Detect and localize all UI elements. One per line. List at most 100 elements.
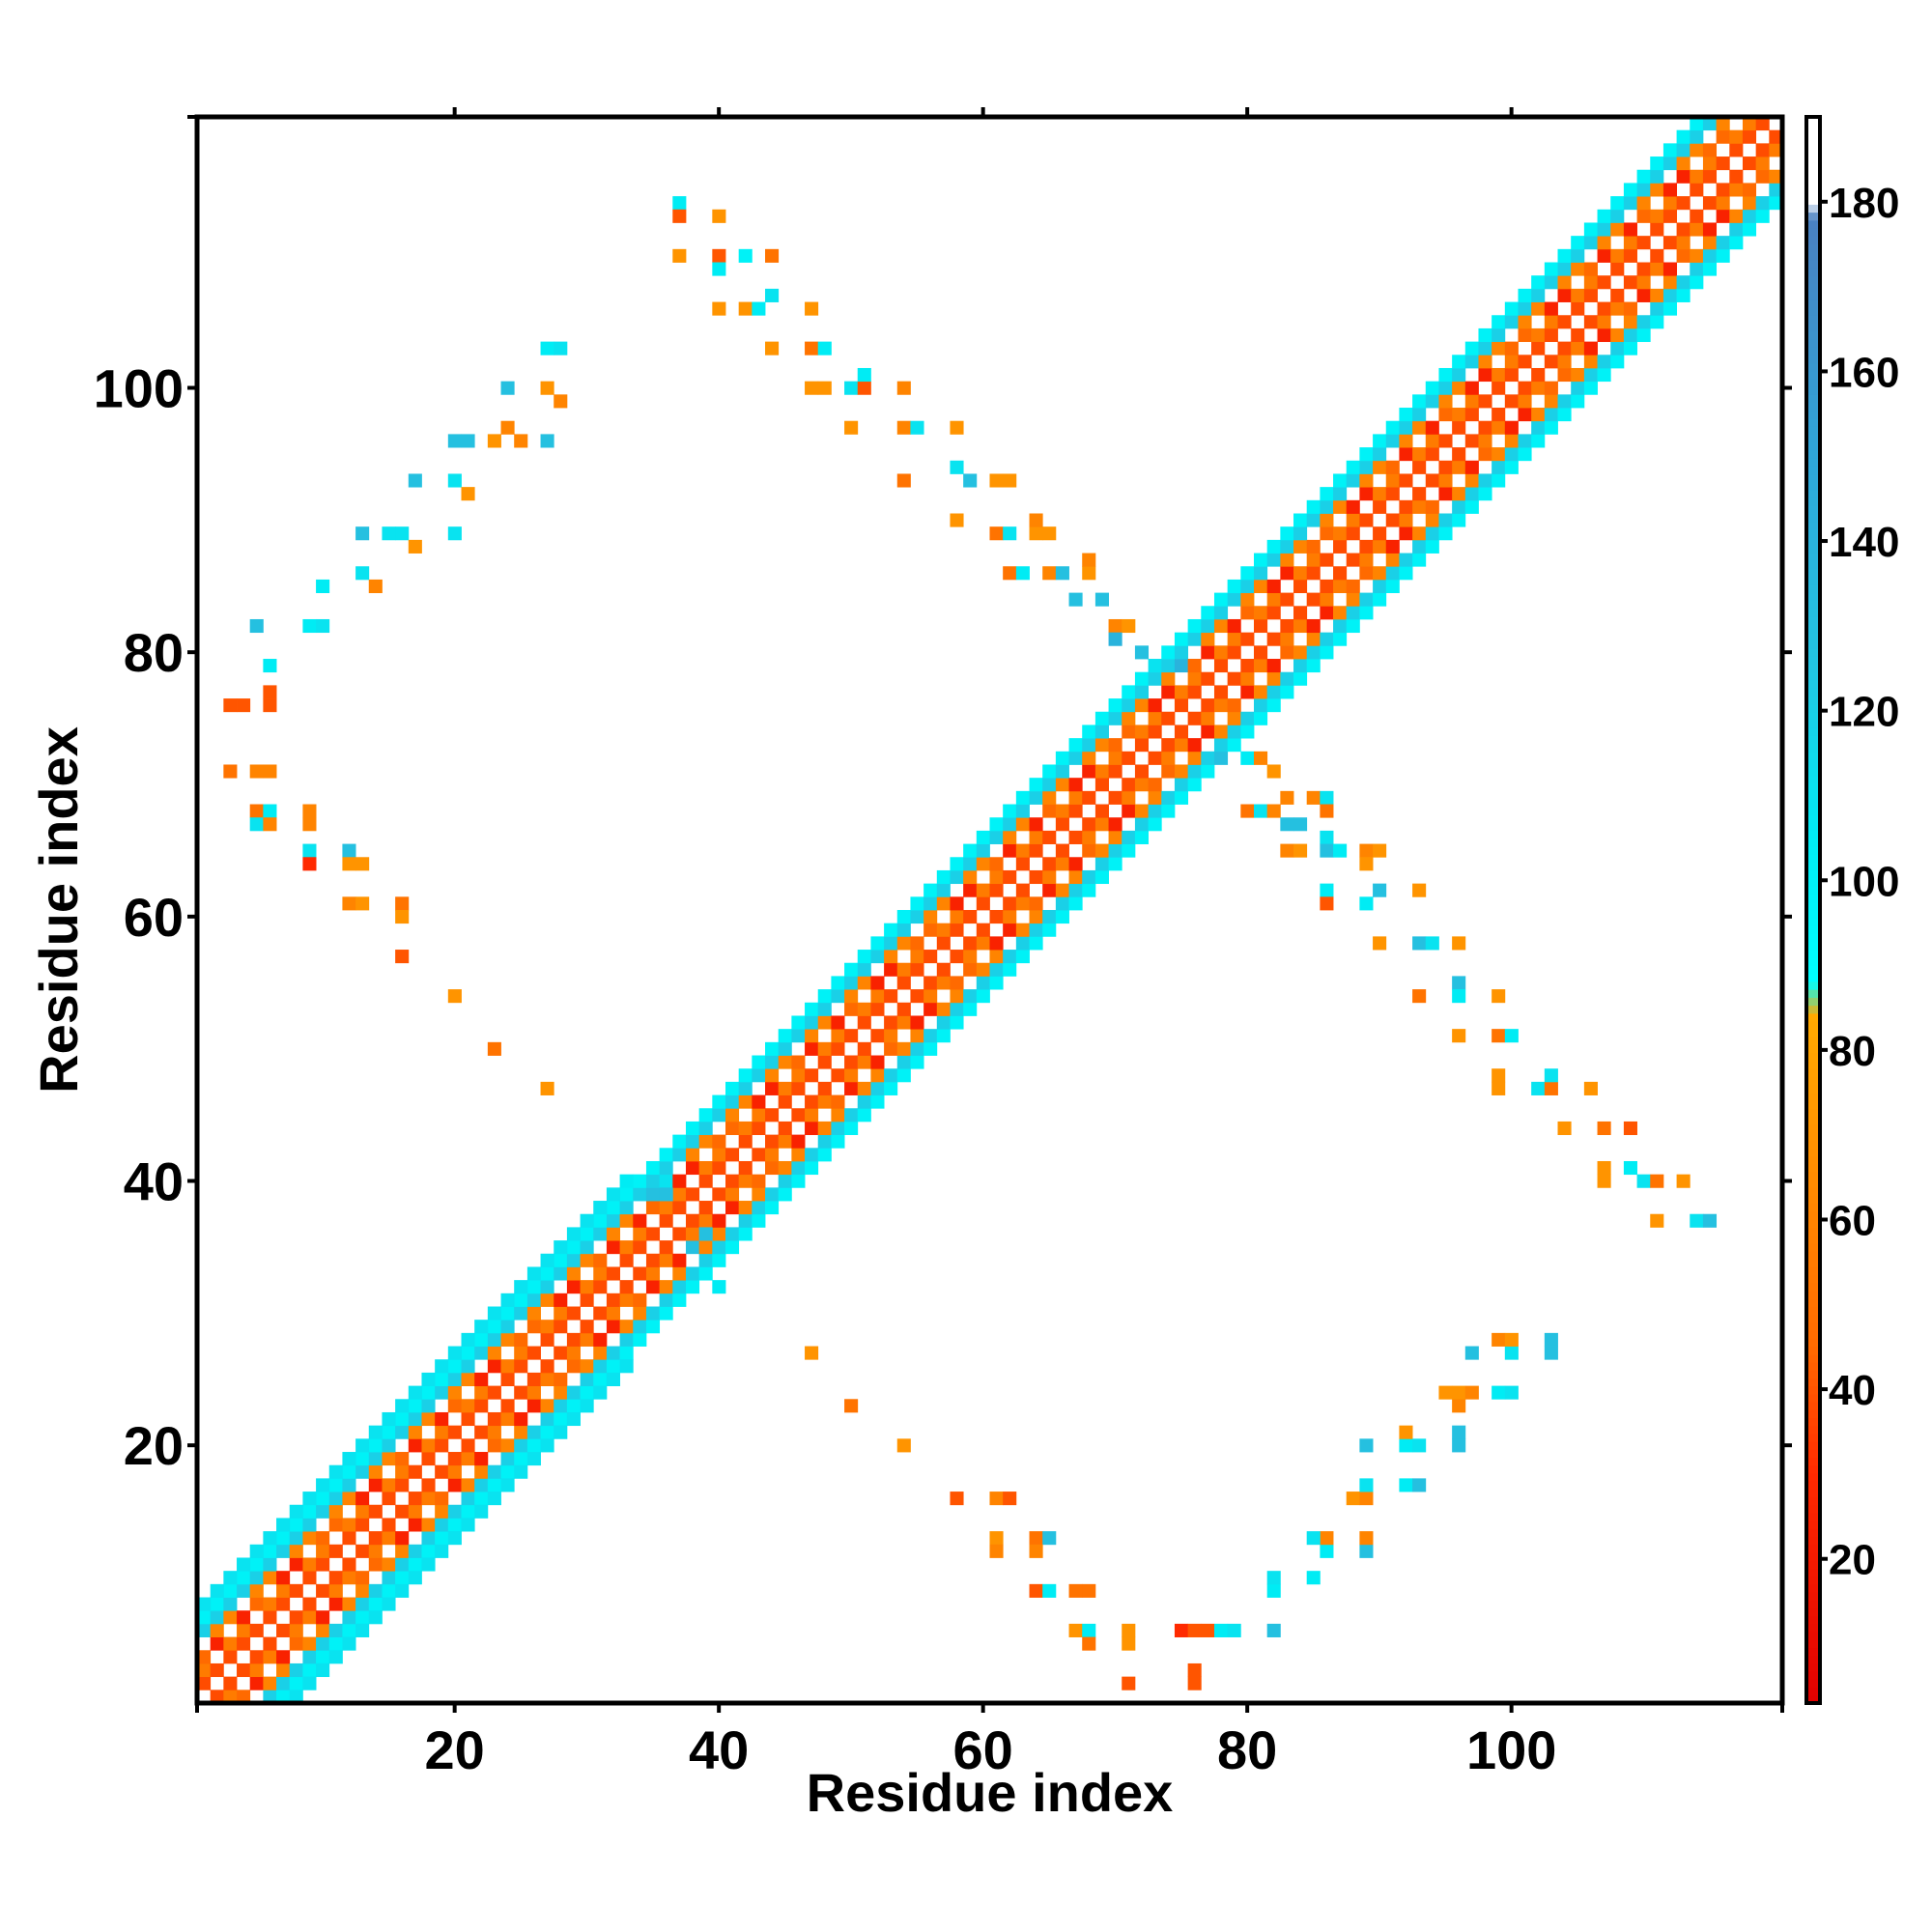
heatmap-cell	[672, 209, 687, 223]
heatmap-cell	[328, 1492, 343, 1506]
heatmap-cell	[1557, 1121, 1572, 1136]
heatmap-cell	[1544, 1332, 1558, 1347]
heatmap-cell	[1254, 553, 1268, 567]
heatmap-cell	[791, 1029, 806, 1043]
colorbar-segment	[1806, 148, 1820, 157]
heatmap-cell	[1015, 843, 1030, 858]
colorbar-tick-label: 140	[1829, 519, 1899, 566]
colorbar-segment	[1806, 688, 1820, 696]
heatmap-cell	[989, 1531, 1004, 1546]
heatmap-cell	[1492, 989, 1506, 1004]
heatmap-cell	[1583, 1081, 1598, 1095]
colorbar-segment	[1806, 1330, 1820, 1339]
heatmap-cell	[645, 1266, 661, 1281]
heatmap-cell	[395, 526, 410, 541]
heatmap-cell	[1452, 1438, 1466, 1453]
heatmap-cell	[316, 1662, 330, 1678]
heatmap-cell	[1122, 830, 1136, 844]
heatmap-cell	[1254, 711, 1268, 725]
colorbar-tick-label: 80	[1829, 1028, 1876, 1075]
heatmap-cell	[1333, 487, 1348, 501]
heatmap-cell	[1518, 301, 1532, 316]
heatmap-cell	[1359, 606, 1374, 620]
heatmap-cell	[1003, 923, 1017, 937]
heatmap-cell	[645, 1306, 661, 1321]
heatmap-cell	[950, 950, 964, 964]
heatmap-cell	[1082, 843, 1096, 858]
heatmap-cell	[1662, 143, 1678, 157]
colorbar-segment	[1806, 671, 1820, 681]
heatmap-cell	[1134, 830, 1150, 844]
heatmap-cell	[870, 989, 885, 1004]
heatmap-cell	[910, 896, 924, 911]
heatmap-cell	[526, 1452, 541, 1466]
heatmap-cell	[302, 1571, 317, 1585]
colorbar-segment	[1806, 1370, 1820, 1378]
colorbar-segment	[1806, 347, 1820, 355]
heatmap-cell	[698, 1213, 713, 1228]
heatmap-cell	[487, 1359, 501, 1374]
heatmap-cell	[461, 1478, 475, 1492]
heatmap-cell	[1544, 1081, 1558, 1095]
heatmap-cell	[1452, 447, 1466, 462]
colorbar-segment	[1806, 703, 1820, 713]
heatmap-cell	[342, 1636, 356, 1651]
heatmap-cell	[1769, 129, 1783, 144]
heatmap-cell	[554, 394, 568, 409]
heatmap-cell	[844, 962, 859, 977]
heatmap-cell	[1373, 499, 1387, 514]
heatmap-cell	[1597, 1160, 1611, 1176]
heatmap-cell	[1583, 288, 1598, 302]
heatmap-cell	[302, 1662, 317, 1678]
heatmap-cell	[328, 1478, 343, 1492]
colorbar-segment	[1806, 1076, 1820, 1086]
colorbar-segment	[1806, 759, 1820, 768]
colorbar-segment	[1806, 830, 1820, 839]
heatmap-cell	[936, 962, 951, 977]
heatmap-cell	[1148, 778, 1162, 792]
heatmap-cell	[976, 936, 990, 951]
heatmap-cell	[659, 1160, 673, 1176]
colorbar-segment	[1806, 869, 1820, 879]
heatmap-cell	[328, 1636, 343, 1651]
colorbar-segment	[1806, 434, 1820, 443]
heatmap-cell	[778, 1174, 792, 1188]
heatmap-cell	[896, 1041, 911, 1056]
heatmap-cell	[1412, 936, 1427, 951]
heatmap-cell	[1134, 724, 1150, 739]
heatmap-cell	[989, 830, 1004, 844]
heatmap-cell	[712, 1160, 726, 1176]
heatmap-cell	[355, 1452, 370, 1466]
colorbar-segment	[1806, 1123, 1820, 1133]
heatmap-cell	[778, 1121, 792, 1136]
heatmap-cell	[910, 989, 924, 1004]
heatmap-cell	[738, 1134, 753, 1149]
heatmap-cell	[791, 1134, 806, 1149]
heatmap-cell	[1610, 222, 1625, 237]
heatmap-cell	[645, 1227, 661, 1241]
heatmap-cell	[1122, 1636, 1136, 1651]
heatmap-cell	[1068, 738, 1083, 753]
heatmap-cell	[963, 473, 978, 488]
heatmap-cell	[817, 1134, 832, 1149]
heatmap-cell	[1240, 751, 1255, 765]
heatmap-cell	[368, 1557, 383, 1572]
colorbar-segment	[1806, 933, 1820, 943]
heatmap-cell	[1729, 143, 1744, 157]
colorbar-segment	[1806, 1568, 1820, 1577]
heatmap-cell	[316, 1557, 330, 1572]
heatmap-cell	[263, 1557, 277, 1572]
heatmap-cell	[1373, 592, 1387, 607]
heatmap-cell	[1094, 857, 1109, 871]
heatmap-cell	[936, 1015, 951, 1030]
heatmap-cell	[342, 1464, 356, 1479]
heatmap-cell	[1597, 327, 1611, 343]
heatmap-cell	[1571, 236, 1585, 250]
heatmap-cell	[791, 1055, 806, 1069]
heatmap-cell	[368, 1438, 383, 1453]
heatmap-cell	[1122, 685, 1136, 699]
colorbar-segment	[1806, 1068, 1820, 1078]
heatmap-cell	[1636, 315, 1651, 329]
colorbar-segment	[1806, 227, 1820, 237]
heatmap-cell	[1373, 883, 1387, 897]
